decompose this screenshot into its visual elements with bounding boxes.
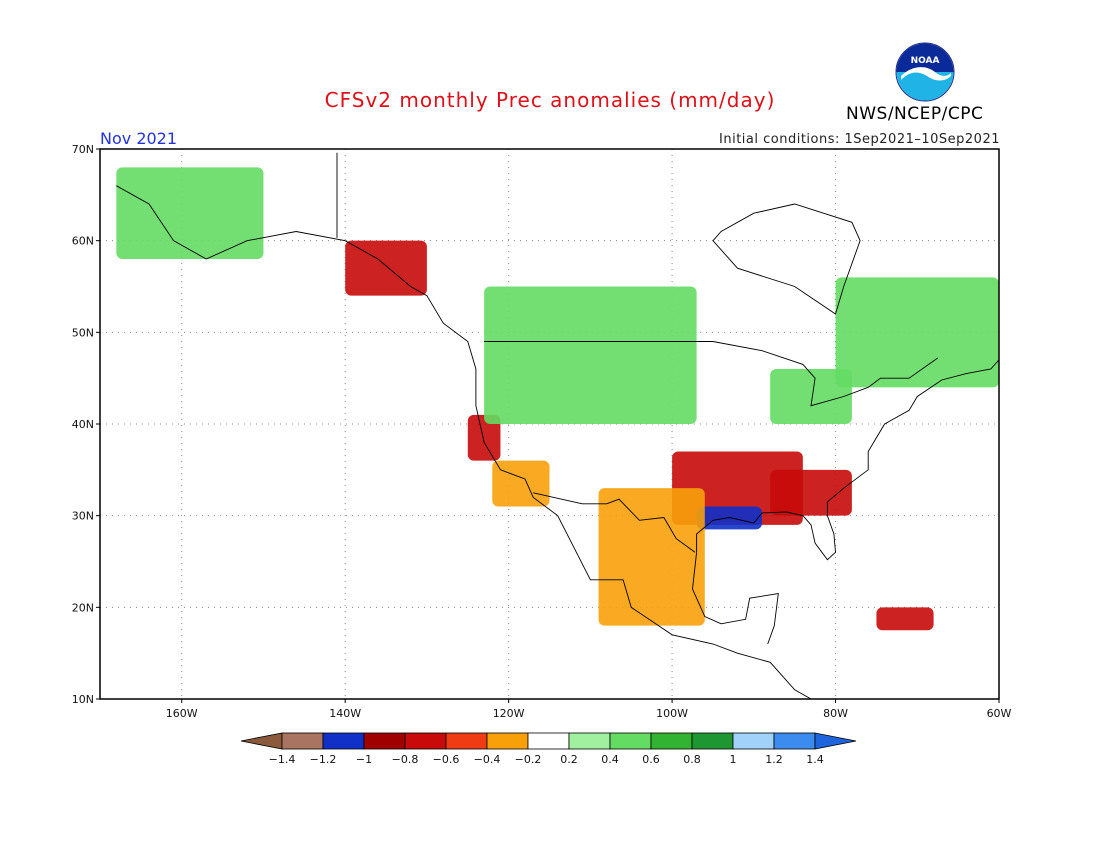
colorbar-label: −0.8 [392,753,419,766]
agency-label: NWS/NCEP/CPC [846,104,984,124]
lat-tick-label: 60N [72,235,94,248]
map-title: CFSv2 monthly Prec anomalies (mm/day) [324,88,776,112]
coastline [712,203,861,315]
lon-tick-label: 100W [656,707,688,720]
colorbar: −1.4 −1.2 −1 −0.8 −0.6 −0.4 −0.2 0.2 0.4 0.6 0.8 1 1… [240,732,857,766]
colorbar-label: 1.4 [806,753,824,766]
colorbar-label: 0.8 [683,753,701,766]
anomaly-region [770,469,852,516]
colorbar-swatch [281,732,324,750]
colorbar-label: 0.4 [601,753,619,766]
coastline [692,552,779,645]
anomaly-region [770,369,852,424]
colorbar-swatch [445,732,488,750]
coastline [533,492,696,553]
lat-tick-label: 70N [72,143,94,156]
coastline [696,359,1000,561]
anomaly-region [484,286,697,424]
lon-tick-label: 140W [329,707,361,720]
lat-tick-label: 40N [72,418,94,431]
colorbar-label: −1.4 [269,753,296,766]
colorbar-label: −0.2 [515,753,542,766]
colorbar-label: −1 [356,753,372,766]
anomaly-region [492,460,550,507]
colorbar-max-arrow [814,732,857,750]
colorbar-swatch [322,732,365,750]
anomaly-region [467,414,501,461]
colorbar-swatch [568,732,611,750]
colorbar-label: 1 [730,753,737,766]
anomaly-region [598,488,705,626]
colorbar-swatch [691,732,734,750]
colorbar-swatch [732,732,775,750]
lat-tick-label: 30N [72,510,94,523]
anomaly-region [835,277,999,388]
lat-tick-label: 20N [72,601,94,614]
colorbar-label: 0.6 [642,753,660,766]
colorbar-swatch [650,732,693,750]
anomaly-region [116,167,264,259]
colorbar-swatch [527,732,570,750]
lat-tick-label: 50N [72,326,94,339]
colorbar-swatch [486,732,529,750]
anomaly-region [345,240,427,296]
coastline [484,341,938,407]
noaa-logo-icon: NOAA [895,42,955,102]
colorbar-swatch [773,732,816,750]
lon-tick-label: 60W [987,707,1012,720]
logo-text: NOAA [911,56,940,66]
colorbar-min-arrow [240,732,283,750]
anomaly-region [876,607,934,631]
colorbar-swatch [404,732,447,750]
longitude-labels: 160W 140W 120W 100W 80W 60W [166,699,1012,720]
colorbar-label: −0.6 [433,753,460,766]
coastlines [116,152,1000,700]
lat-tick-label: 10N [72,693,94,706]
colorbar-label: −1.2 [310,753,337,766]
colorbar-swatch [363,732,406,750]
lon-tick-label: 160W [166,707,198,720]
colorbar-label: −0.4 [474,753,501,766]
colorbar-label: 1.2 [765,753,783,766]
latitude-labels: 70N 60N 50N 40N 30N 20N 10N [72,143,100,706]
lon-tick-label: 120W [493,707,525,720]
anomaly-cells [116,167,999,631]
coastline [116,185,812,700]
lon-tick-label: 80W [823,707,848,720]
forecast-period: Nov 2021 [100,129,178,148]
initial-conditions: Initial conditions: 1Sep2021–10Sep2021 [719,132,1000,147]
colorbar-swatch [609,732,652,750]
colorbar-label: 0.2 [560,753,578,766]
